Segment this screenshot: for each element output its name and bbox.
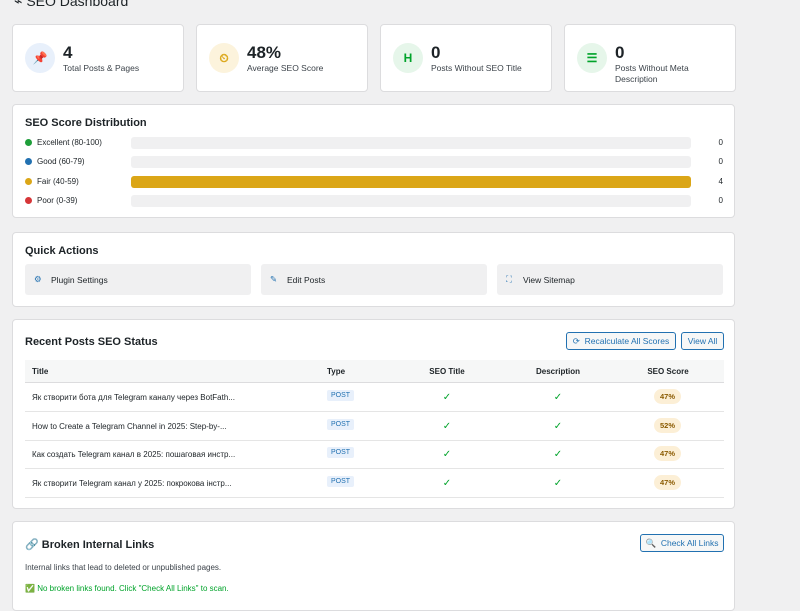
table-header — [25, 360, 724, 383]
stat-icon: ☰ — [577, 43, 607, 73]
stat-value: 0 — [431, 43, 440, 63]
broken-links-panel: 🔗 Broken Internal Links 🔍 Check All Link… — [12, 521, 735, 611]
status-text: No broken links found. Click "Check All … — [37, 584, 229, 593]
score-badge: 47% — [654, 446, 681, 461]
stat-card: ⏲ 48%Average SEO Score — [196, 24, 368, 92]
stat-label: Average SEO Score — [247, 63, 357, 74]
bar-track — [131, 156, 691, 168]
row-label: Poor (0-39) — [37, 196, 77, 205]
stat-value: 48% — [247, 43, 281, 63]
button-text: Check All Links — [661, 538, 719, 548]
stat-value: 4 — [63, 43, 72, 63]
row-label: Good (60-79) — [37, 157, 85, 166]
post-title: Как создать Telegram канал в 2025: пошаг… — [32, 450, 235, 459]
type-badge: POST — [327, 447, 354, 458]
row-label: Fair (40-59) — [37, 177, 79, 186]
score-badge: 47% — [654, 389, 681, 404]
title-text: SEO Dashboard — [26, 0, 128, 9]
column-header: SEO Score — [628, 367, 708, 376]
stat-icon: H — [393, 43, 423, 73]
page-title: ⌁ SEO Dashboard — [14, 0, 128, 10]
section-title: 🔗 Broken Internal Links — [25, 538, 154, 551]
row-value: 0 — [713, 138, 723, 147]
quick-action[interactable]: ⚙Plugin Settings — [25, 264, 251, 295]
action-label: Plugin Settings — [51, 275, 108, 285]
stat-value: 0 — [615, 43, 624, 63]
row-divider — [25, 411, 724, 412]
post-title: Як створити Telegram канал у 2025: покро… — [32, 479, 232, 488]
legend-dot — [25, 158, 32, 165]
row-divider — [25, 497, 724, 498]
column-header: SEO Title — [407, 367, 487, 376]
check: ✓ — [518, 421, 598, 432]
distribution-panel: SEO Score Distribution Excellent (80-100… — [12, 104, 735, 218]
stat-label: Total Posts & Pages — [63, 63, 173, 74]
score-badge: 52% — [654, 418, 681, 433]
button-text: Recalculate All Scores — [585, 336, 670, 346]
row-value: 0 — [713, 196, 723, 205]
type-badge: POST — [327, 419, 354, 430]
title-text: Broken Internal Links — [42, 539, 154, 551]
post-title: Як створити бота для Telegram каналу чер… — [32, 393, 235, 402]
check: ✓ — [518, 478, 598, 489]
score-badge: 47% — [654, 475, 681, 490]
section-title: SEO Score Distribution — [25, 117, 147, 129]
stat-card: 📌 4Total Posts & Pages — [12, 24, 184, 92]
quick-action[interactable]: ⛶View Sitemap — [497, 264, 723, 295]
check: ✓ — [407, 421, 487, 432]
check: ✓ — [518, 392, 598, 403]
bar — [131, 176, 691, 188]
type-badge: POST — [327, 390, 354, 401]
row-value: 0 — [713, 157, 723, 166]
section-title: Recent Posts SEO Status — [25, 336, 158, 348]
action-label: Edit Posts — [287, 275, 325, 285]
row-divider — [25, 440, 724, 441]
column-header: Description — [518, 367, 598, 376]
row-value: 4 — [713, 177, 723, 186]
stat-label: Posts Without SEO Title — [431, 63, 541, 74]
stat-icon: ⏲ — [209, 43, 239, 73]
post-title: How to Create a Telegram Channel in 2025… — [32, 422, 227, 431]
column-header: Type — [327, 367, 345, 376]
quick-action[interactable]: ✎Edit Posts — [261, 264, 487, 295]
stat-label: Posts Without Meta Description — [615, 63, 725, 85]
check: ✓ — [407, 392, 487, 403]
row-label: Excellent (80-100) — [37, 138, 102, 147]
type-badge: POST — [327, 476, 354, 487]
action-label: View Sitemap — [523, 275, 575, 285]
legend-dot — [25, 139, 32, 146]
section-title: Quick Actions — [25, 245, 99, 257]
bar-track — [131, 137, 691, 149]
recalculate-button[interactable]: ⟳ Recalculate All Scores — [566, 332, 676, 350]
legend-dot — [25, 197, 32, 204]
stat-card: ☰ 0Posts Without Meta Description — [564, 24, 736, 92]
stat-icon: 📌 — [25, 43, 55, 73]
status: ✅ No broken links found. Click "Check Al… — [25, 584, 229, 593]
stat-card: H0Posts Without SEO Title — [380, 24, 552, 92]
quick-actions-panel: Quick Actions ⚙Plugin Settings ✎Edit Post… — [12, 232, 735, 307]
bar-track — [131, 195, 691, 207]
description: Internal links that lead to deleted or u… — [25, 563, 221, 572]
check: ✓ — [407, 478, 487, 489]
column-header: Title — [32, 367, 48, 376]
view-all-button[interactable]: View All — [681, 332, 724, 350]
check: ✓ — [407, 449, 487, 460]
recent-posts-panel: Recent Posts SEO Status ⟳ Recalculate Al… — [12, 319, 735, 509]
row-divider — [25, 468, 724, 469]
check: ✓ — [518, 449, 598, 460]
legend-dot — [25, 178, 32, 185]
check-links-button[interactable]: 🔍 Check All Links — [640, 534, 724, 552]
